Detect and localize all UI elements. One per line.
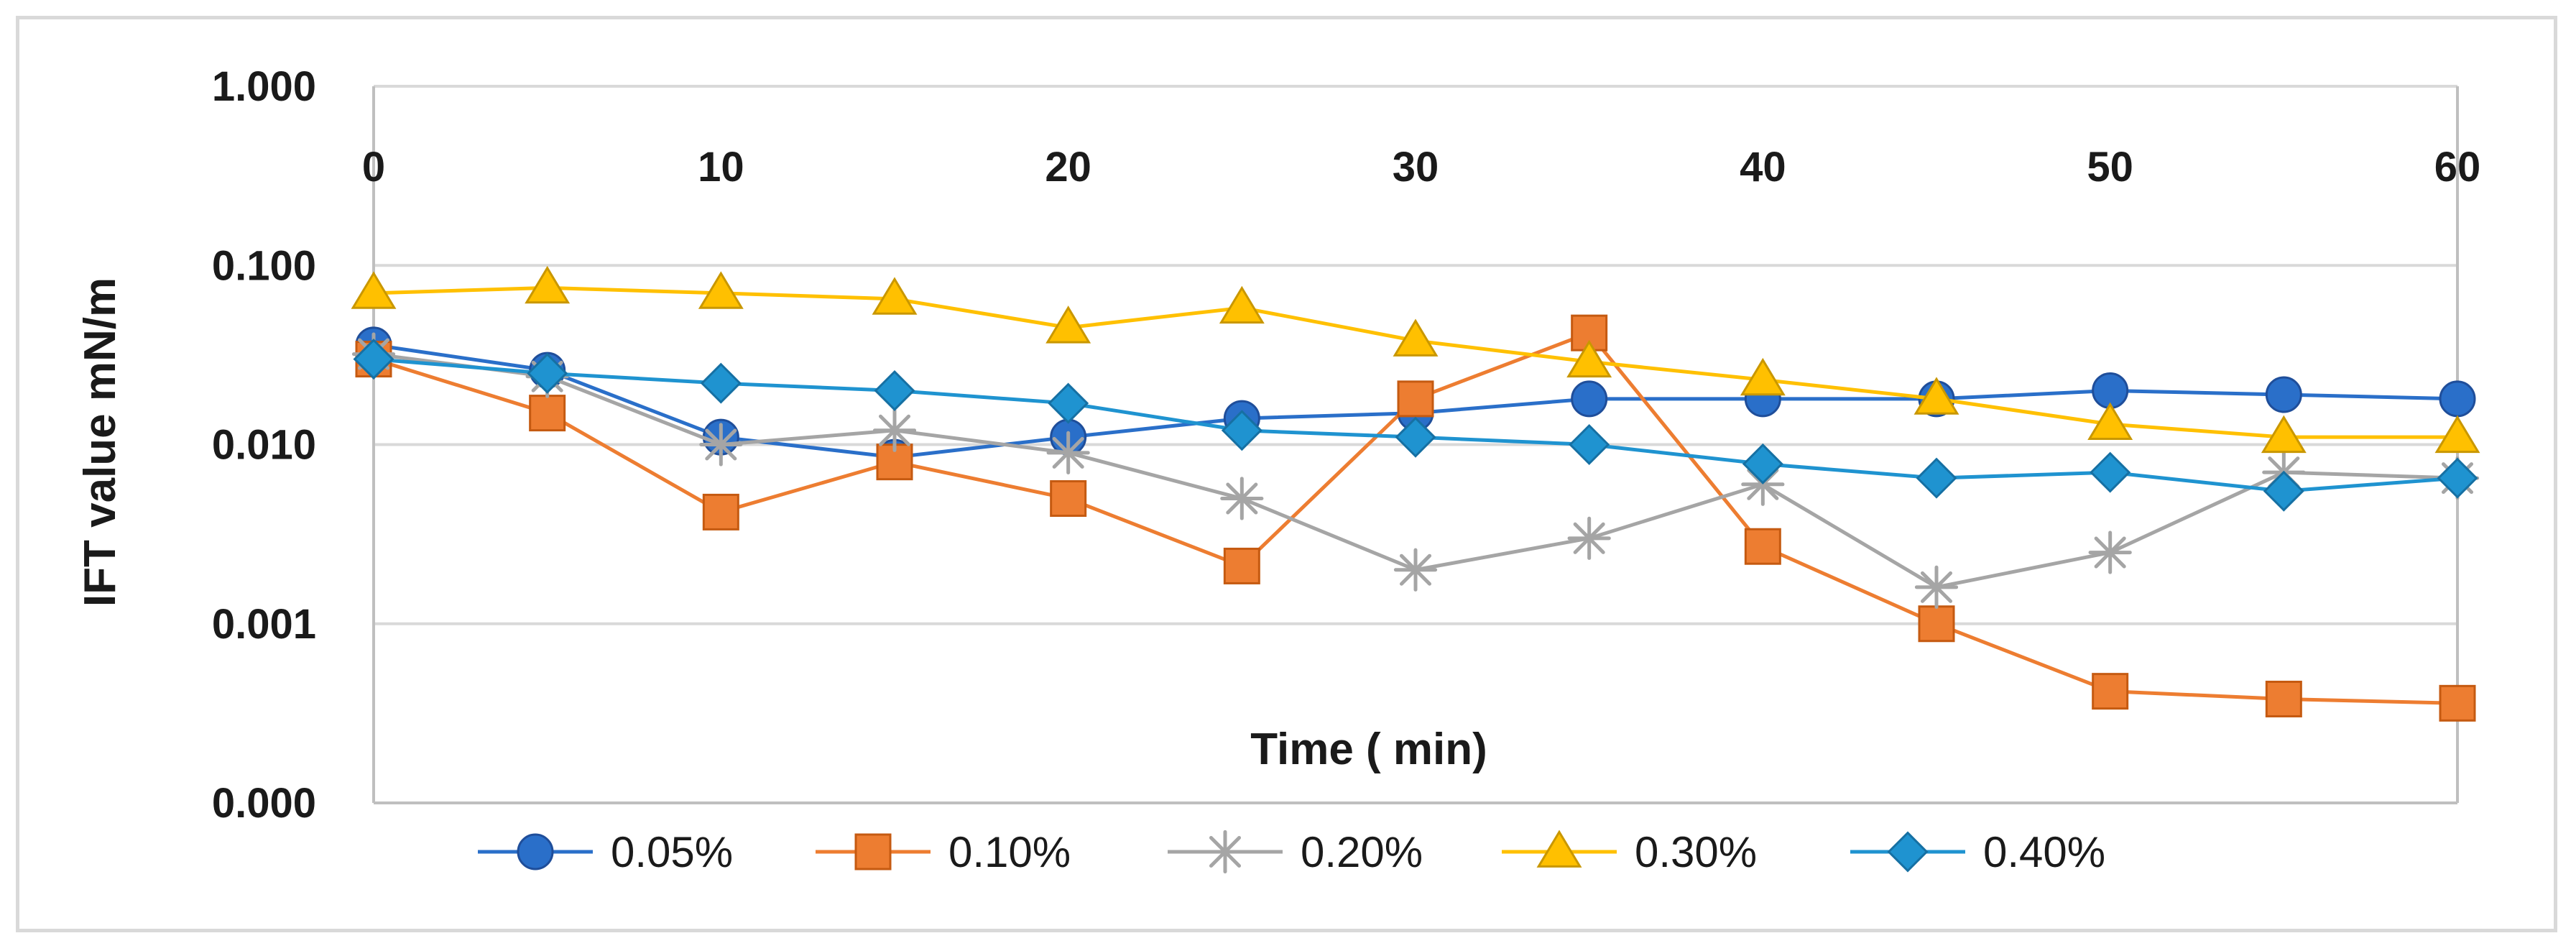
data-point [1742,443,1783,484]
data-point [2434,415,2480,454]
x-tick-label: 10 [698,144,744,190]
series-3 [351,332,2480,609]
data-point [1569,423,1610,466]
data-point [1913,377,1959,415]
legend-marker [1203,830,1247,874]
data-point [2265,680,2302,717]
data-point [1918,605,1955,643]
data-point [1223,547,1260,584]
legend-marker [517,833,554,870]
data-point [1744,528,1781,565]
data-point [1393,318,1439,357]
x-axis-title: Time ( min) [1250,725,1487,774]
legend-item: 0.10% [816,828,1071,876]
data-point [529,395,566,432]
data-point [2439,380,2476,418]
data-point [2437,457,2478,499]
series-layer [351,265,2480,722]
data-point [1395,416,1436,458]
data-point [525,265,571,304]
data-point [1916,457,1957,499]
data-point [527,352,568,394]
x-tick-label: 30 [1393,144,1439,190]
series-4 [351,265,2480,454]
data-point [702,493,739,530]
data-point [1048,382,1089,424]
series-5 [353,339,2478,512]
data-point [1397,380,1434,418]
data-point [1571,380,1608,418]
legend-label: 0.40% [1983,828,2105,876]
y-tick-label: 0.001 [212,601,316,648]
data-point [2092,673,2129,710]
y-tick-label: 0.000 [212,780,316,827]
x-tick-label: 50 [2087,144,2133,190]
data-point [353,339,394,380]
legend-label: 0.30% [1635,828,1757,876]
data-point [2439,684,2476,722]
data-point [700,362,742,404]
data-point [2265,376,2302,413]
data-point [874,369,915,411]
data-point [2263,470,2304,512]
legend-item: 0.30% [1502,828,1757,876]
y-tick-label: 0.010 [212,422,316,469]
legend-marker [1536,830,1582,868]
series-2 [355,314,2476,722]
y-tick-label: 1.000 [212,63,316,110]
data-point [2090,451,2131,493]
data-point [1046,431,1090,475]
legend-marker [1887,831,1929,873]
legend-item: 0.05% [478,828,733,876]
data-point [1219,285,1265,324]
legend-label: 0.20% [1301,828,1423,876]
x-tick-label: 40 [1740,144,1786,190]
legend: 0.05% 0.10% 0.20% 0.30% 0.40% [478,828,2105,876]
tick-labels: 1.000 0.100 0.010 0.001 0.000 0 10 20 30 40 50 60 [212,63,2480,827]
legend-label: 0.05% [611,828,733,876]
legend-item: 0.40% [1850,828,2105,876]
data-point [1567,516,1611,560]
data-point [698,271,744,309]
data-point [1050,480,1087,518]
legend-marker [854,833,892,870]
x-tick-label: 60 [2434,144,2481,190]
data-point [1740,357,1786,396]
y-tick-label: 0.100 [212,242,316,289]
data-point [2088,530,2132,574]
legend-label: 0.10% [948,828,1071,876]
data-point [699,423,743,467]
data-point [1393,548,1438,592]
data-point [872,408,917,452]
data-point [2261,415,2307,454]
x-tick-label: 0 [362,144,385,190]
data-point [1914,565,1959,609]
data-point [1045,305,1091,344]
y-axis-title: IFT value mN/m [75,277,125,607]
data-point [1221,410,1262,451]
data-point [2087,402,2133,440]
data-point [1566,339,1612,378]
data-point [1220,477,1264,520]
data-point [351,271,397,309]
legend-item: 0.20% [1168,828,1423,876]
data-point [872,277,918,315]
x-tick-label: 20 [1045,144,1091,190]
